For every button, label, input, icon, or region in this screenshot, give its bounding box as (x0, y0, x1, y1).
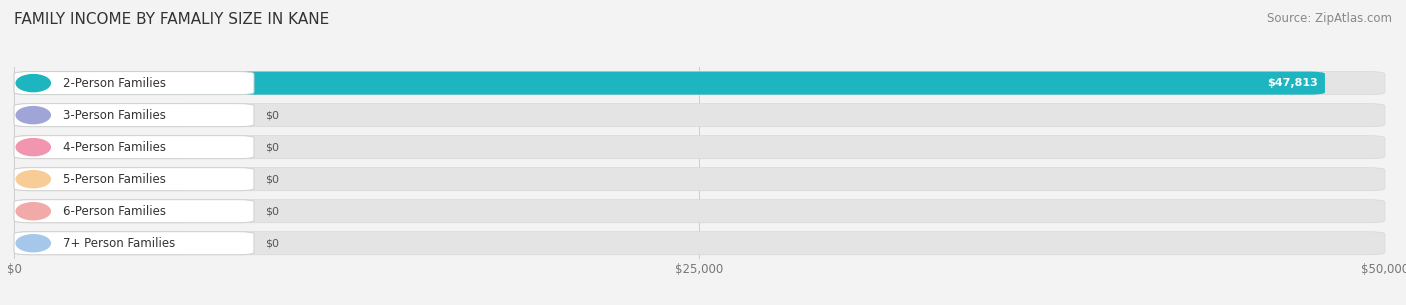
Text: $0: $0 (264, 174, 278, 184)
FancyBboxPatch shape (14, 168, 254, 191)
FancyBboxPatch shape (14, 72, 254, 95)
FancyBboxPatch shape (14, 168, 193, 191)
FancyBboxPatch shape (14, 104, 193, 127)
FancyBboxPatch shape (14, 200, 254, 223)
FancyBboxPatch shape (14, 104, 254, 127)
Ellipse shape (15, 234, 51, 253)
Text: 2-Person Families: 2-Person Families (63, 77, 166, 90)
Text: 6-Person Families: 6-Person Families (63, 205, 166, 218)
Text: $0: $0 (264, 110, 278, 120)
Ellipse shape (15, 138, 51, 156)
FancyBboxPatch shape (14, 136, 193, 159)
FancyBboxPatch shape (14, 104, 1385, 127)
Text: $0: $0 (264, 142, 278, 152)
FancyBboxPatch shape (14, 200, 193, 223)
Text: $47,813: $47,813 (1267, 78, 1317, 88)
FancyBboxPatch shape (14, 136, 254, 159)
Text: 3-Person Families: 3-Person Families (63, 109, 166, 122)
FancyBboxPatch shape (14, 168, 1385, 191)
FancyBboxPatch shape (14, 232, 254, 255)
Text: $0: $0 (264, 238, 278, 248)
FancyBboxPatch shape (14, 72, 1385, 95)
FancyBboxPatch shape (14, 232, 193, 255)
Text: $0: $0 (264, 206, 278, 216)
Text: 7+ Person Families: 7+ Person Families (63, 237, 176, 250)
FancyBboxPatch shape (14, 136, 1385, 159)
Text: FAMILY INCOME BY FAMALIY SIZE IN KANE: FAMILY INCOME BY FAMALIY SIZE IN KANE (14, 12, 329, 27)
FancyBboxPatch shape (14, 232, 1385, 255)
FancyBboxPatch shape (14, 200, 1385, 223)
Text: Source: ZipAtlas.com: Source: ZipAtlas.com (1267, 12, 1392, 25)
Ellipse shape (15, 202, 51, 221)
Text: 5-Person Families: 5-Person Families (63, 173, 166, 186)
Ellipse shape (15, 106, 51, 124)
Text: 4-Person Families: 4-Person Families (63, 141, 166, 154)
Ellipse shape (15, 74, 51, 92)
FancyBboxPatch shape (14, 72, 1324, 95)
Ellipse shape (15, 170, 51, 188)
